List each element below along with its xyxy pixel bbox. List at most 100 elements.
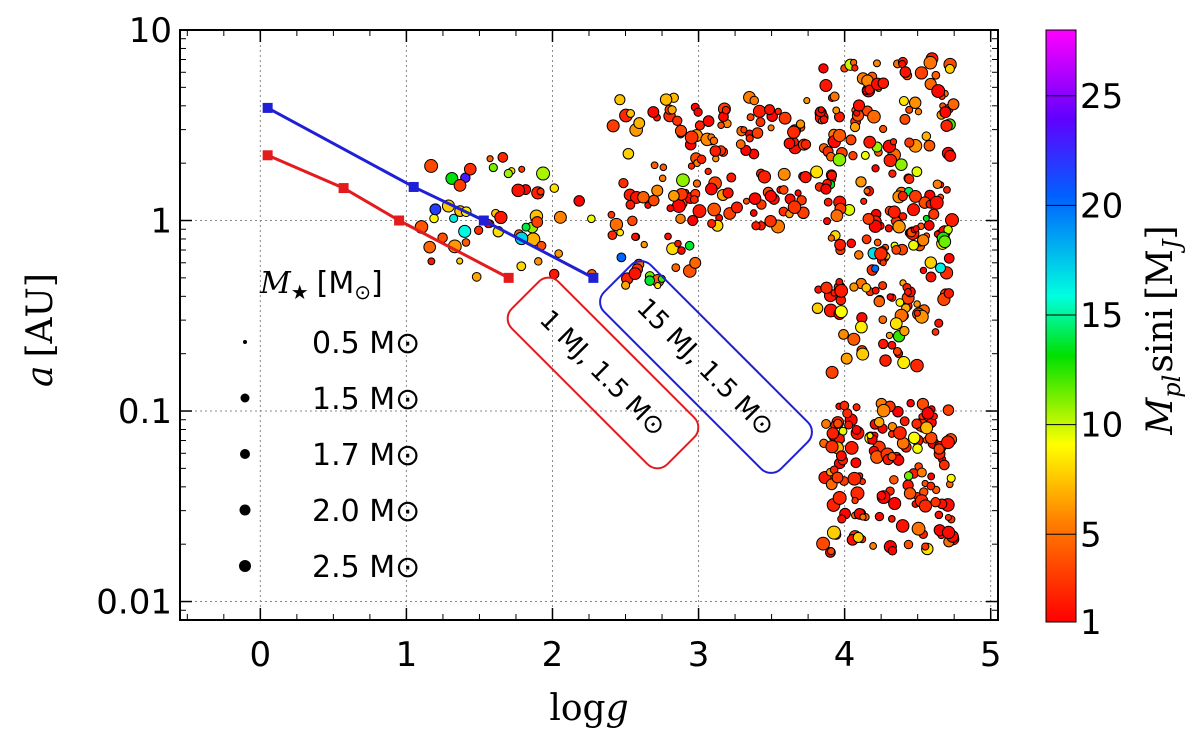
scatter-point [658,174,667,183]
scatter-point [687,162,696,170]
track-marker [588,272,599,283]
scatter-point [811,302,824,315]
scatter-point [726,172,737,183]
scatter-point [888,169,897,178]
scatter-point [449,213,459,223]
scatter-point [848,151,858,161]
scatter-point [835,450,847,462]
scatter-point [851,425,862,435]
scatter-point [846,238,857,249]
scatter-point [887,452,897,462]
scatter-point [740,126,748,134]
scatter-point [931,328,940,336]
scatter-point [946,473,956,483]
scatter-point [774,107,782,115]
scatter-point [823,197,833,207]
scatter-point [832,106,841,115]
scatter-point [819,115,829,124]
scatter-point [898,96,909,107]
scatter-point [693,107,703,117]
scatter-point [647,106,660,119]
scatter-point [918,499,933,513]
scatter-point [826,170,838,181]
scatter-point [904,137,915,148]
scatter-point [834,305,848,319]
scatter-point [694,120,705,131]
scatter-point [947,98,960,111]
scatter-point [933,443,945,455]
scatter-point [942,404,955,416]
scatter-point [664,232,672,241]
mass-tracks [262,102,599,283]
scatter-point [892,406,904,418]
scatter-point [878,315,888,325]
scatter-point [427,257,436,266]
scatter-point [689,195,699,204]
scatter-point [876,490,887,501]
scatter-point [705,182,718,196]
scatter-point [764,190,777,203]
scatter-point [847,332,861,346]
scatter-point [940,119,953,132]
scatter-point [616,228,625,237]
scatter-point [859,513,867,521]
scatter-point [618,177,629,189]
colorbar-tick-label: 25 [1080,77,1123,117]
scatter-point [889,475,899,485]
scatter-point [832,128,847,143]
scatter-point [929,195,944,210]
scatter-point [921,407,935,420]
scatter-point [852,99,866,112]
scatter-point [676,173,690,188]
scatter-point [424,159,439,173]
scatter-point [943,252,955,264]
scatter-point [825,440,839,454]
scatter-point [862,212,875,225]
scatter-point [518,165,526,173]
scatter-point [878,281,888,291]
scatter-point [648,194,660,207]
track-line-red [267,153,510,280]
scatter-point [906,398,915,408]
scatter-point [943,185,951,194]
scatter-point [730,201,743,214]
scatter-point [684,240,695,251]
scatter-point [817,106,825,114]
scatter-point [829,91,840,102]
scatter-point [764,104,776,116]
scatter-point [911,418,922,430]
scatter-point [675,213,686,225]
scatter-point [616,252,627,263]
scatter-point [935,262,947,274]
tick-labels: 0 1 2 3 4 5 0.01 0.1 1 10 [96,11,1001,675]
scatter-point [767,124,775,132]
scatter-point [910,358,924,373]
scatter-point [742,197,750,205]
x-tick-label: 1 [396,635,418,675]
track-marker [503,272,514,283]
y-tick-label: 1 [150,202,172,242]
scatter-point [941,525,956,540]
scatter-point [626,109,636,118]
scatter-point [606,119,620,133]
scatter-point [878,338,889,350]
scatter-point [891,245,902,255]
colorbar-tick-label: 20 [1080,186,1123,226]
scatter-point [919,266,928,275]
scatter-point [844,420,854,430]
scatter-point [787,200,802,214]
scatter-point [818,63,829,74]
scatter-point [874,247,888,261]
scatter-point [650,161,659,170]
scatter-point [800,139,812,150]
scatter-point [707,202,721,217]
scatter-point [748,192,762,205]
scatter-point [549,183,560,193]
scatter-point [609,217,624,232]
scatter-point [925,271,937,283]
y-tick-label: 0.01 [96,583,172,623]
scatter-point [488,163,498,173]
scatter-point [833,418,843,429]
scatter-point [839,400,850,411]
